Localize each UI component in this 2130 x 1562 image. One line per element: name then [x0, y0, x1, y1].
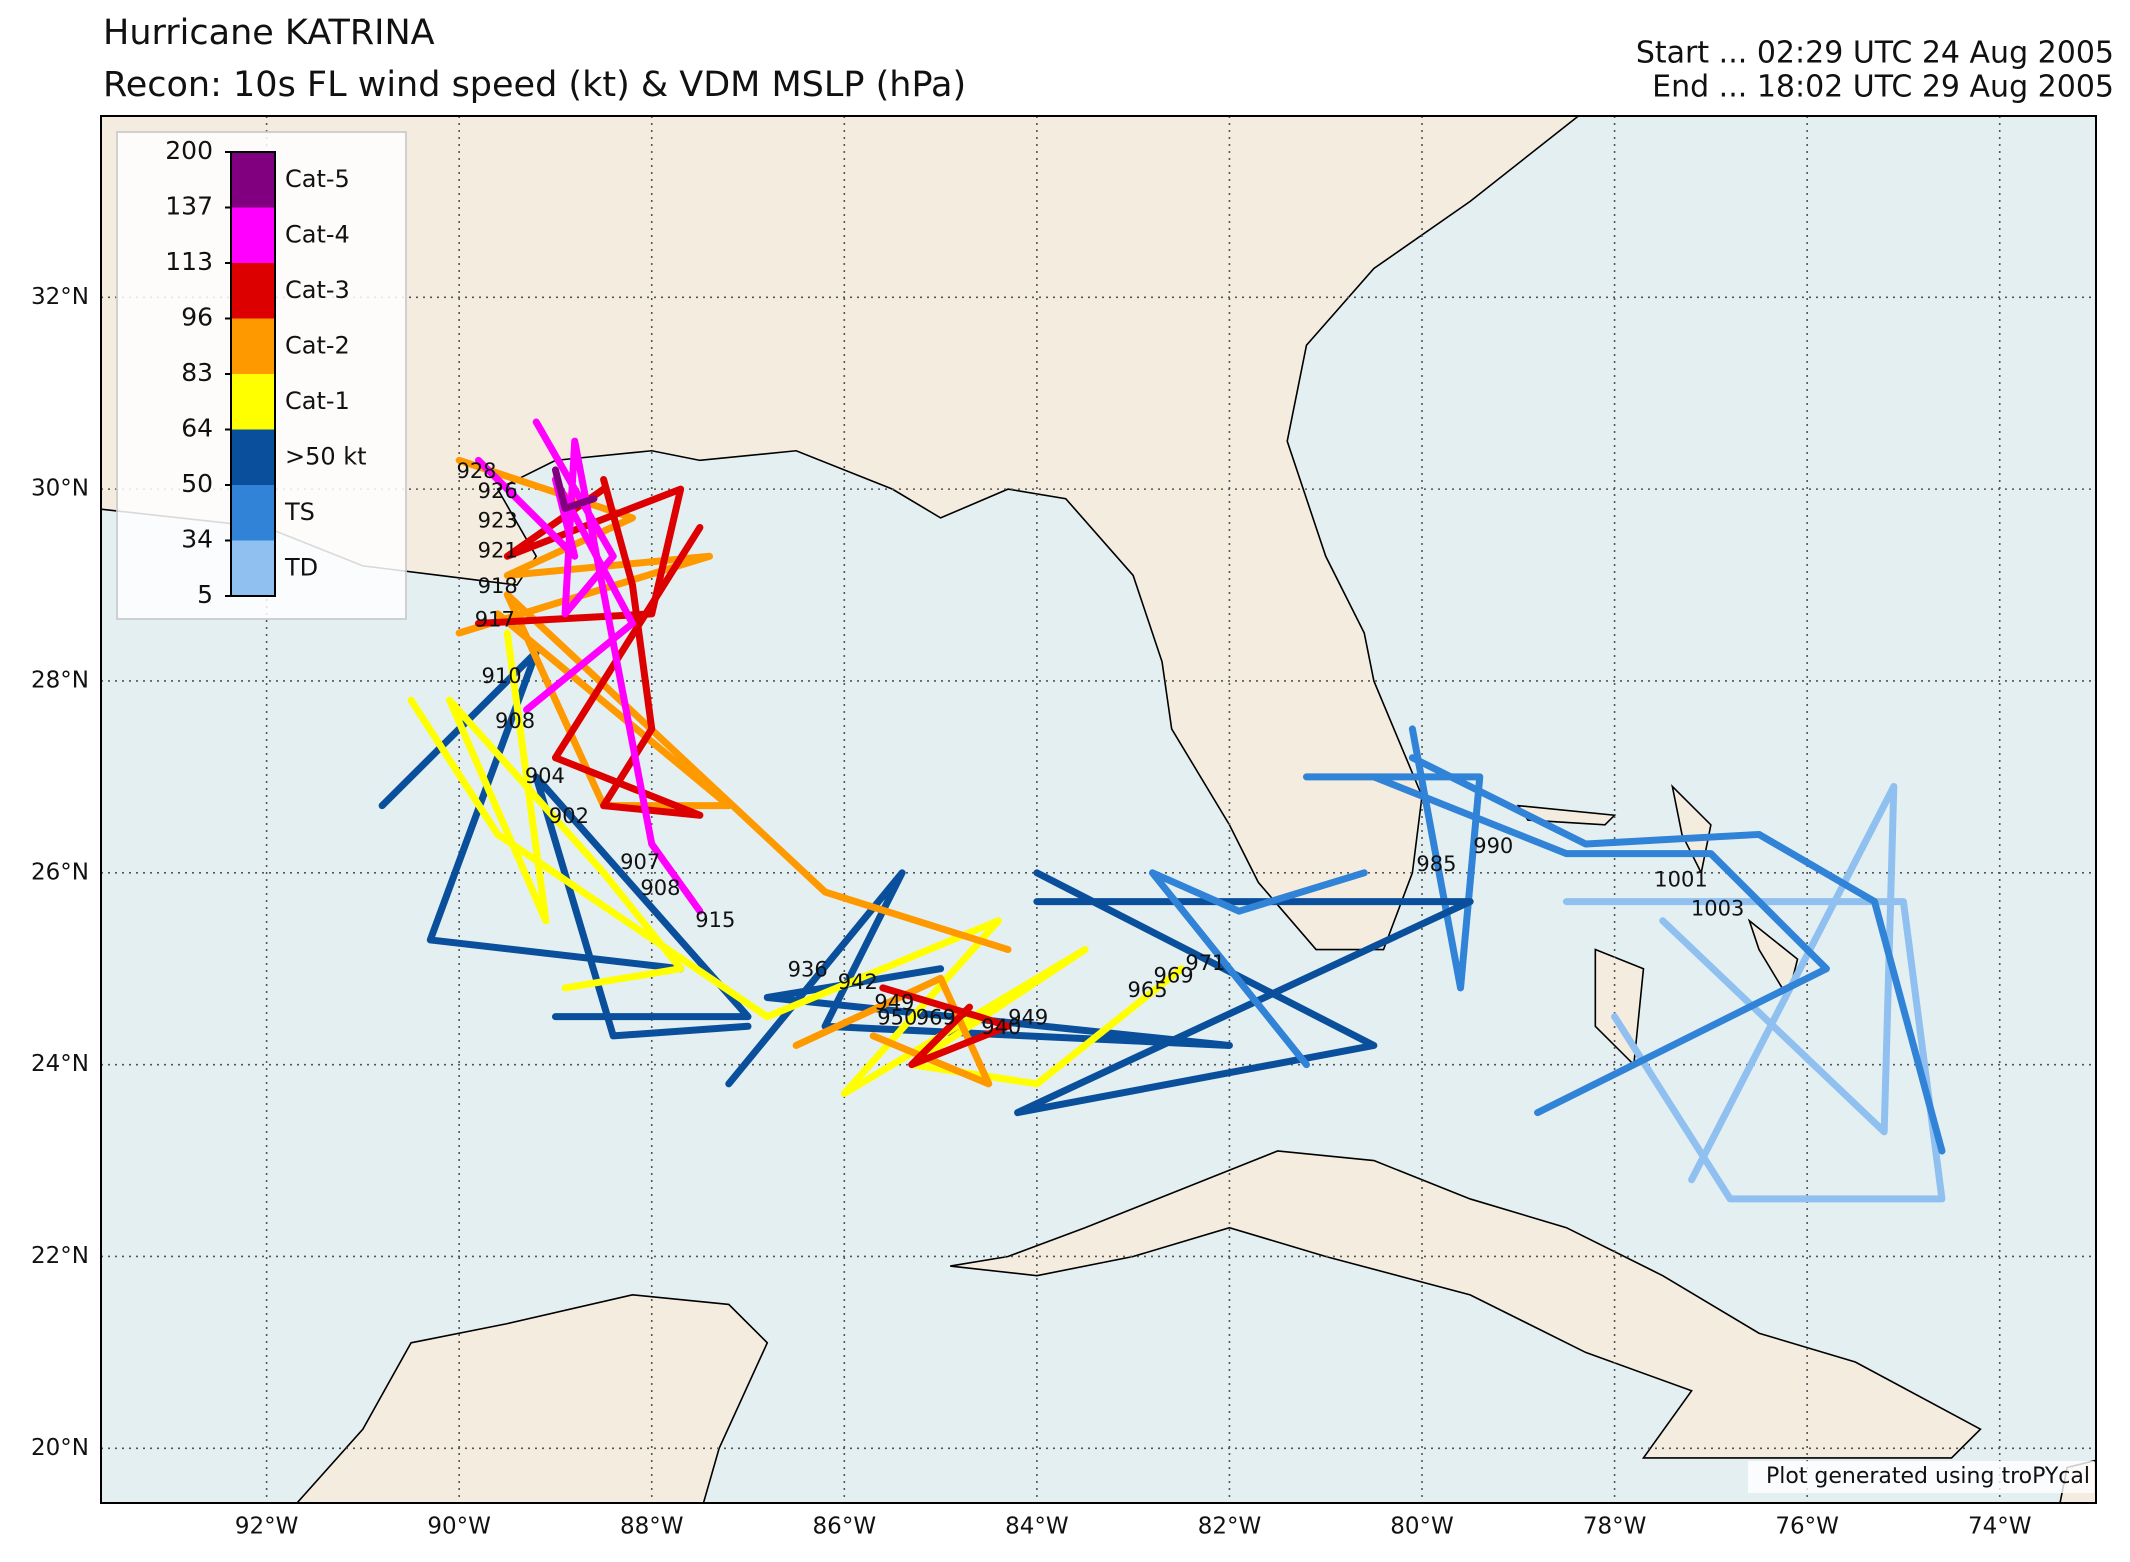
mslp-label: 1001 — [1654, 867, 1707, 891]
x-tick-label: 84°W — [1005, 1514, 1069, 1540]
end-time: End ... 18:02 UTC 29 Aug 2005 — [1652, 70, 2114, 105]
y-tick-label: 22°N — [31, 1243, 89, 1269]
colorbar-category: TS — [284, 498, 315, 526]
credit: Plot generated using troPYcal — [1766, 1464, 2090, 1489]
mslp-label: 904 — [525, 764, 565, 788]
colorbar-tick-label: 83 — [181, 358, 213, 387]
mslp-label: 926 — [478, 479, 518, 503]
mslp-label: 908 — [495, 709, 535, 733]
y-tick-label: 28°N — [31, 667, 89, 693]
x-tick-label: 76°W — [1775, 1514, 1839, 1540]
mslp-label: 949 — [1008, 1006, 1048, 1030]
y-tick-label: 30°N — [31, 476, 89, 502]
colorbar-segment — [231, 263, 275, 319]
colorbar-tick-label: 64 — [181, 414, 213, 443]
mslp-label: 917 — [475, 608, 515, 632]
recon-track — [879, 984, 1012, 1069]
colorbar-segment — [231, 152, 275, 208]
x-tick-label: 80°W — [1390, 1514, 1454, 1540]
colorbar-category: TD — [284, 553, 318, 581]
colorbar-tick-label: 34 — [181, 525, 213, 554]
x-tick-label: 86°W — [813, 1514, 877, 1540]
colorbar-tick-label: 5 — [197, 580, 213, 609]
mslp-label: 918 — [478, 574, 518, 598]
land — [101, 116, 2096, 1503]
colorbar-category: Cat-4 — [285, 220, 350, 248]
mslp-label: 969 — [1154, 963, 1194, 987]
recon-track — [551, 466, 598, 512]
mslp-label: 965 — [1128, 978, 1168, 1002]
x-tick-label: 74°W — [1968, 1514, 2032, 1540]
x-tick-label: 88°W — [620, 1514, 684, 1540]
x-tick-label: 92°W — [235, 1514, 299, 1540]
y-tick-label: 20°N — [31, 1435, 89, 1461]
y-tick-label: 24°N — [31, 1051, 89, 1077]
mslp-label: 910 — [481, 664, 521, 688]
colorbar-segment — [231, 318, 275, 374]
plot-frame — [100, 115, 2097, 1504]
mslp-label: 940 — [981, 1015, 1021, 1039]
recon-track — [407, 696, 1185, 1097]
colorbar-segment — [231, 429, 275, 485]
colorbar-tick-label: 200 — [165, 136, 213, 165]
mslp-label: 942 — [838, 970, 878, 994]
colorbar-category: >50 kt — [285, 442, 367, 470]
colorbar-tick-label: 113 — [165, 247, 213, 276]
mslp-label: 950 — [877, 1006, 917, 1030]
mslp-label: 902 — [549, 804, 589, 828]
colorbar-segment — [231, 485, 275, 541]
colorbar-category: Cat-5 — [285, 165, 350, 193]
subtitle: Recon: 10s FL wind speed (kt) & VDM MSLP… — [103, 65, 966, 105]
recon-track — [446, 629, 685, 992]
recon-track — [474, 485, 685, 627]
mslp-label: 985 — [1416, 852, 1456, 876]
landmass — [295, 1294, 769, 1503]
landmass — [101, 116, 1580, 951]
credit-box — [1748, 1461, 2094, 1493]
colorbar: Cat-5 Cat-4 Cat-3 Cat-2 Cat-1 >50 kt TS TD 200 13… — [165, 136, 366, 609]
recon-track — [1408, 754, 1946, 1155]
recon-track — [551, 476, 704, 819]
landmass — [950, 1150, 1982, 1459]
recon-track — [1302, 725, 1484, 992]
y-tick-label: 26°N — [31, 859, 89, 885]
mslp-label: 928 — [456, 459, 496, 483]
title: Hurricane KATRINA — [103, 13, 435, 53]
colorbar-segment — [231, 540, 275, 596]
x-tick-label: 90°W — [427, 1514, 491, 1540]
recon-track — [1562, 898, 1946, 1203]
recon-track — [532, 773, 752, 1040]
recon-tracks — [378, 418, 1946, 1203]
x-tick-label: 78°W — [1583, 1514, 1647, 1540]
mslp-label: 921 — [478, 538, 518, 562]
start-time: Start ... 02:29 UTC 24 Aug 2005 — [1636, 36, 2114, 71]
mslp-label: 936 — [788, 958, 828, 982]
colorbar-tick-label: 137 — [165, 192, 213, 221]
colorbar-tick-label: 50 — [181, 469, 213, 498]
colorbar-category: Cat-3 — [285, 276, 350, 304]
mslp-label: 915 — [695, 908, 735, 932]
colorbar-segment — [231, 207, 275, 263]
mslp-label: 971 — [1185, 951, 1225, 975]
mslp-label: 969 — [916, 1006, 956, 1030]
colorbar-segment — [231, 374, 275, 430]
x-tick-label: 82°W — [1198, 1514, 1262, 1540]
colorbar-category: Cat-1 — [285, 387, 350, 415]
mslp-label: 1003 — [1691, 896, 1744, 920]
recon-track — [494, 591, 1012, 954]
mslp-label: 923 — [478, 509, 518, 533]
mslp-label: 907 — [620, 850, 660, 874]
mslp-labels: 9289269239219189179109089049029079089159… — [456, 459, 1744, 1039]
colorbar-category: Cat-2 — [285, 331, 350, 359]
mslp-label: 990 — [1473, 834, 1513, 858]
recon-track — [1014, 869, 1474, 1117]
mslp-label: 908 — [640, 876, 680, 900]
recon-track — [1148, 869, 1368, 1069]
colorbar-tick-label: 96 — [181, 303, 213, 332]
recon-track — [1370, 773, 1830, 1117]
mslp-label: 949 — [874, 990, 914, 1014]
y-tick-label: 32°N — [31, 284, 89, 310]
